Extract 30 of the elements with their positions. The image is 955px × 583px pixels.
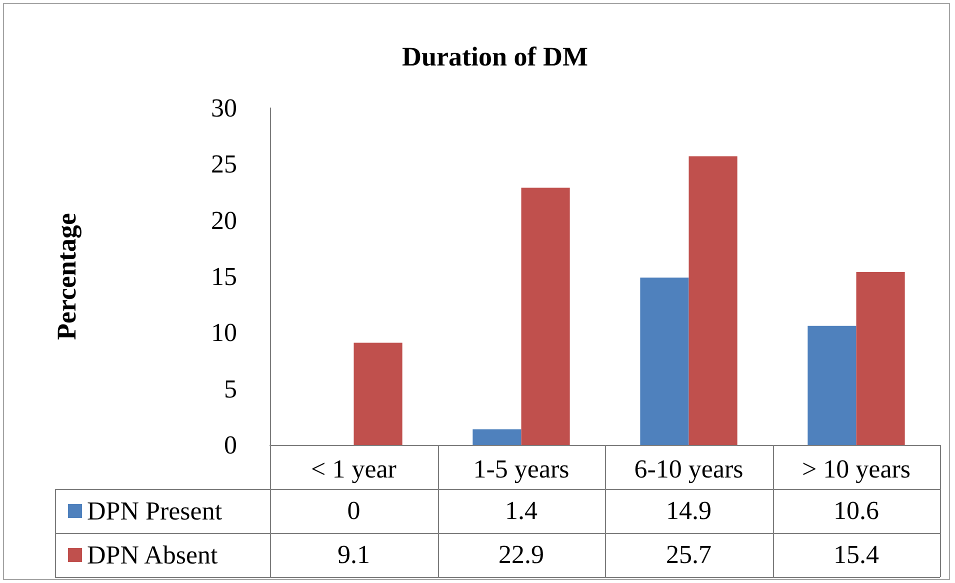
y-tick-label: 20 (211, 206, 237, 235)
legend-label: DPN Present (87, 496, 223, 526)
bar (688, 156, 738, 445)
bar (808, 326, 856, 445)
data-label: 22.9 (498, 539, 545, 571)
data-label: 0 (346, 495, 362, 527)
y-tick-label: 0 (224, 430, 237, 460)
y-tick-label: 15 (211, 262, 237, 291)
data-label: 14.9 (665, 495, 712, 527)
data-label: 10.6 (832, 495, 880, 527)
data-label: 1.4 (504, 495, 538, 527)
bar (856, 272, 905, 445)
x-tick-label: < 1 year (311, 454, 397, 484)
y-tick-label: 10 (211, 318, 237, 348)
bar (521, 188, 570, 445)
bar (472, 429, 522, 445)
x-tick-label: 6-10 years (634, 454, 744, 484)
bar (640, 278, 689, 445)
y-axis-title: Percentage (52, 213, 82, 340)
y-tick-label: 30 (211, 94, 237, 122)
x-tick-label: > 10 years (802, 454, 911, 484)
bar (354, 342, 402, 445)
chart-title: Duration of DM (402, 42, 588, 72)
legend-label: DPN Absent (87, 540, 219, 570)
x-tick-label: 1-5 years (473, 454, 570, 484)
y-tick-label: 25 (211, 150, 237, 179)
y-tick-label: 5 (224, 374, 237, 404)
data-label: 9.1 (336, 539, 371, 571)
data-label: 15.4 (832, 539, 880, 571)
data-label: 25.7 (665, 539, 712, 571)
